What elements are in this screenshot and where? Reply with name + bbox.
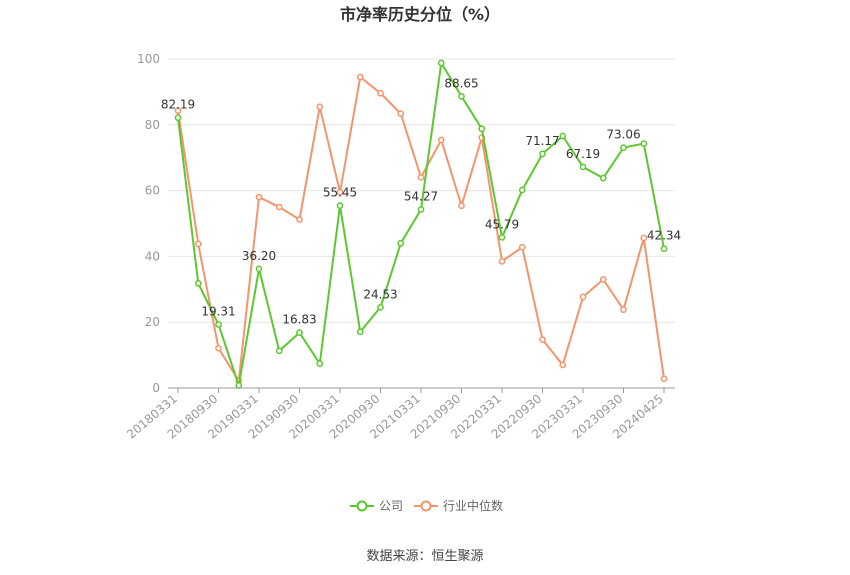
data-point[interactable] (599, 276, 607, 283)
data-point[interactable] (275, 203, 283, 211)
legend[interactable]: 公司 行业中位数 (350, 498, 503, 513)
data-point[interactable] (316, 360, 324, 368)
y-tick-label: 100 (137, 52, 160, 66)
data-label: 67.19 (566, 147, 600, 161)
data-point[interactable] (518, 186, 526, 194)
data-point[interactable] (194, 240, 202, 248)
data-point[interactable] (397, 110, 405, 117)
y-tick-label: 60 (145, 184, 160, 198)
data-point[interactable] (215, 321, 222, 328)
x-axis: 2018033120180930201903312019093020200331… (124, 388, 666, 442)
data-label: 16.83 (282, 313, 316, 327)
data-point[interactable] (498, 257, 506, 265)
data-point[interactable] (559, 361, 567, 369)
data-point[interactable] (579, 293, 587, 301)
data-label: 55.45 (323, 186, 357, 200)
y-tick-label: 20 (145, 315, 160, 329)
data-label: 42.34 (647, 229, 681, 243)
data-point[interactable] (498, 234, 506, 241)
data-point[interactable] (377, 303, 384, 311)
data-label: 45.79 (485, 217, 519, 231)
data-point[interactable] (316, 103, 324, 111)
data-point[interactable] (559, 132, 567, 140)
data-point[interactable] (296, 329, 303, 336)
data-point[interactable] (599, 174, 607, 182)
data-point[interactable] (356, 328, 364, 336)
data-point[interactable] (417, 206, 425, 213)
data-point[interactable] (296, 216, 303, 223)
data-label: 19.31 (201, 304, 235, 318)
y-tick-label: 40 (145, 249, 160, 263)
data-label: 73.06 (606, 128, 640, 142)
data-point[interactable] (660, 375, 668, 383)
data-point[interactable] (174, 114, 182, 121)
data-point[interactable] (356, 73, 364, 81)
series-line-1 (177, 76, 665, 382)
data-point[interactable] (478, 125, 486, 133)
data-point[interactable] (518, 243, 526, 251)
data-label: 88.65 (444, 76, 478, 90)
data-point[interactable] (255, 193, 263, 201)
series-layer: 82.19 19.31 36.20 16.83 55.45 24.53 54.27 88.65… (161, 59, 681, 389)
data-point[interactable] (215, 344, 222, 352)
data-point[interactable] (539, 336, 546, 343)
data-label: 71.17 (525, 134, 559, 148)
source-note: 数据来源：恒生聚源 (366, 549, 483, 564)
data-point[interactable] (174, 107, 182, 115)
data-point[interactable] (437, 59, 445, 67)
data-label: 36.20 (242, 249, 276, 263)
data-point[interactable] (336, 188, 344, 196)
data-point[interactable] (620, 306, 627, 314)
data-point[interactable] (194, 280, 202, 287)
data-point[interactable] (235, 382, 243, 389)
data-point[interactable] (579, 163, 587, 171)
data-point[interactable] (397, 239, 405, 247)
data-label: 24.53 (363, 287, 397, 301)
data-point[interactable] (377, 89, 384, 97)
data-point[interactable] (660, 245, 668, 253)
data-label: 82.19 (161, 98, 195, 112)
legend-label[interactable]: 行业中位数 (443, 498, 503, 513)
data-point[interactable] (640, 140, 648, 147)
y-axis: 0 20 40 60 80 100 (137, 52, 160, 395)
data-point[interactable] (539, 150, 546, 158)
data-point[interactable] (620, 144, 627, 151)
legend-swatch-marker[interactable] (356, 500, 368, 512)
legend-label[interactable]: 公司 (379, 499, 403, 513)
data-point[interactable] (417, 174, 425, 181)
chart-title: 市净率历史分位（%） (340, 5, 500, 24)
data-point[interactable] (437, 136, 445, 144)
data-point[interactable] (336, 202, 344, 209)
data-point[interactable] (275, 347, 283, 355)
legend-swatch-marker[interactable] (420, 500, 432, 512)
data-point[interactable] (458, 92, 465, 100)
data-label: 54.27 (404, 189, 438, 203)
data-point[interactable] (458, 202, 465, 210)
data-point[interactable] (255, 265, 263, 273)
y-tick-label: 80 (145, 118, 160, 132)
y-tick-label: 0 (152, 381, 160, 395)
data-point[interactable] (640, 234, 648, 242)
series-line-0 (177, 61, 665, 387)
